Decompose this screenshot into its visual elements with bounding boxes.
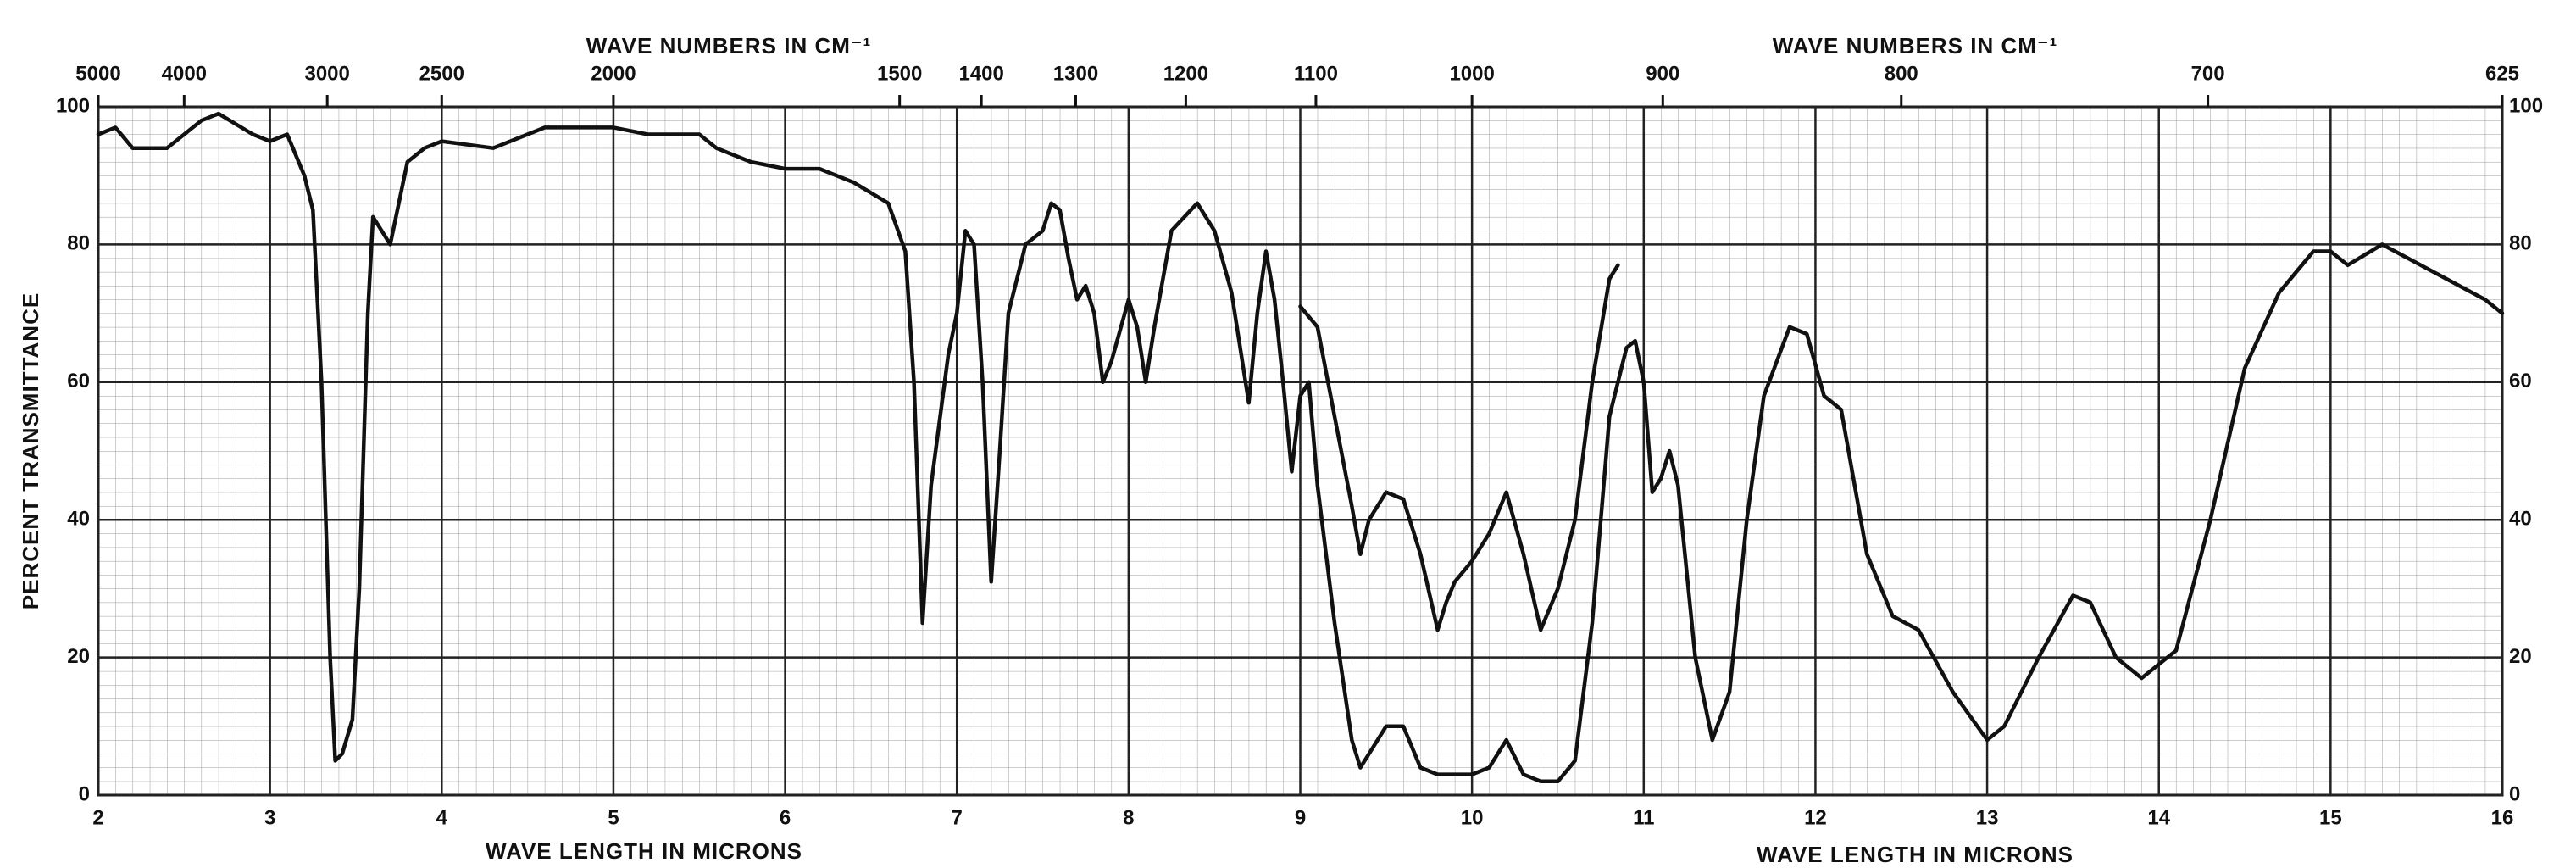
top-tick-label: 2000 xyxy=(591,62,636,85)
x-axis-title: WAVE LENGTH IN MICRONS xyxy=(1757,842,2074,867)
x-tick-label: 4 xyxy=(436,806,448,829)
top-tick-label: 800 xyxy=(1885,62,1918,85)
y-tick-label: 40 xyxy=(67,508,90,531)
x-tick-label: 9 xyxy=(1295,806,1306,829)
top-axis-title: WAVE NUMBERS IN CM⁻¹ xyxy=(1773,33,2058,58)
x-tick-label: 2 xyxy=(92,806,103,829)
y-tick-label: 100 xyxy=(56,94,90,117)
x-tick-label: 10 xyxy=(1461,806,1484,829)
top-tick-label: 700 xyxy=(2191,62,2225,85)
y-tick-label: 0 xyxy=(2509,782,2520,805)
x-tick-label: 7 xyxy=(952,806,963,829)
y-tick-label: 80 xyxy=(67,232,90,255)
y-tick-label: 80 xyxy=(2509,232,2532,255)
top-tick-label: 625 xyxy=(2485,62,2519,85)
x-tick-label: 8 xyxy=(1123,806,1134,829)
top-tick-label: 3000 xyxy=(304,62,349,85)
top-tick-label: 2500 xyxy=(419,62,464,85)
y-axis-title: PERCENT TRANSMITTANCE xyxy=(18,292,43,609)
y-tick-label: 60 xyxy=(2509,370,2532,392)
x-tick-label: 5 xyxy=(608,806,619,829)
y-tick-label: 100 xyxy=(2509,94,2543,117)
top-tick-label: 1400 xyxy=(958,62,1003,85)
top-tick-label: 4000 xyxy=(162,62,207,85)
y-tick-label: 60 xyxy=(67,370,90,392)
y-tick-label: 40 xyxy=(2509,508,2532,531)
x-tick-label: 12 xyxy=(1804,806,1827,829)
x-tick-label: 11 xyxy=(1633,806,1654,829)
x-tick-label: 15 xyxy=(2319,806,2342,829)
top-tick-label: 1000 xyxy=(1449,62,1494,85)
top-tick-label: 1500 xyxy=(877,62,922,85)
top-axis-title: WAVE NUMBERS IN CM⁻¹ xyxy=(586,33,872,58)
top-tick-label: 900 xyxy=(1646,62,1679,85)
y-tick-label: 20 xyxy=(2509,645,2532,668)
y-tick-label: 20 xyxy=(67,645,90,668)
x-tick-label: 14 xyxy=(2147,806,2170,829)
x-tick-label: 16 xyxy=(2491,806,2514,829)
spectrum-line xyxy=(96,111,2505,784)
x-axis-title: WAVE LENGTH IN MICRONS xyxy=(486,838,802,864)
x-tick-label: 6 xyxy=(780,806,791,829)
top-tick-label: 1300 xyxy=(1053,62,1098,85)
top-tick-label: 1100 xyxy=(1294,62,1338,85)
top-tick-label: 1200 xyxy=(1163,62,1208,85)
y-tick-label: 0 xyxy=(79,782,90,805)
top-tick-label: 5000 xyxy=(75,62,120,85)
x-tick-label: 3 xyxy=(264,806,275,829)
spectrum-line xyxy=(1298,263,1620,632)
x-tick-label: 13 xyxy=(1976,806,1999,829)
